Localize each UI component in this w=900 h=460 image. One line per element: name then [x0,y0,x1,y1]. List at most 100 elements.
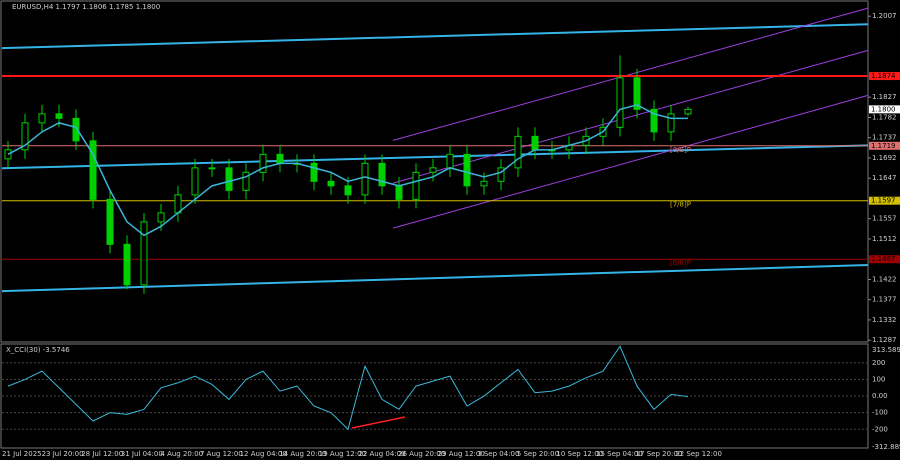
candle-body [259,153,267,173]
x-tick-label: 19 Aug 12:00 [319,450,366,458]
main-panel-frame [0,0,869,343]
candle-body [667,113,675,133]
level-label: [7/8]P [670,201,691,209]
candle-body [208,167,216,170]
candle-body [38,113,46,124]
candle-body [463,153,471,187]
cci-tick-label: -100 [872,409,888,417]
x-tick-label: 14 Aug 20:00 [279,450,326,458]
channel-line [392,94,869,229]
y-tick-label: 1.1647 [872,174,897,182]
candle-body [123,243,131,286]
cci-tick-label: -200 [872,425,888,433]
candle-body [446,153,454,169]
divergence-line [351,416,406,429]
level-label: [6/8]P [670,259,691,267]
candle-body [344,185,352,196]
candle-body [616,77,624,128]
cci-line [7,345,689,431]
x-tick-label: 4 Aug 20:00 [160,450,203,458]
y-tick-label: 1.1422 [872,275,897,283]
level-price-box [869,255,900,264]
candle-body [327,180,335,187]
x-tick-label: 12 Aug 04:00 [240,450,287,458]
y-tick-label: 1.1287 [872,336,897,344]
y-tick-label: 1.1332 [872,316,897,324]
cci-tick-label: 200 [872,359,885,367]
y-tick-label: 1.1512 [872,235,897,243]
level-price-box [869,72,900,81]
y-tick-label: 1.1737 [872,134,897,142]
x-tick-label: 5 Sep 20:00 [517,450,559,458]
x-tick-label: 31 Jul 04:00 [121,450,163,458]
candle-body [531,135,539,151]
channel-line [1,23,869,50]
candle-body [140,221,148,286]
candle-body [480,180,488,187]
channel-line [392,7,869,141]
x-tick-label: 17 Sep 20:00 [636,450,683,458]
y-tick-label: 1.1557 [872,215,897,223]
y-tick-label: 1.1782 [872,113,897,121]
cci-title: X_CCI(30) -3.5746 [6,346,70,354]
level-price: 1.1467 [871,255,896,263]
candle-body [650,108,658,133]
candle-body [412,171,420,200]
x-tick-label: 29 Aug 12:00 [438,450,485,458]
level-price: 1.1597 [871,197,896,205]
cci-tick-label: 100 [872,375,885,383]
candle-body [55,113,63,119]
chart-title: EURUSD,H4 1.1797 1.1806 1.1785 1.1800 [12,3,160,11]
x-tick-label: 22 Sep 12:00 [675,450,722,458]
x-tick-label: 3 Sep 04:00 [477,450,519,458]
moving-average [7,104,688,237]
y-tick-label: 1.1377 [872,296,897,304]
level-price: 1.1719 [871,142,896,150]
candle-body [72,117,80,142]
x-tick-label: 15 Sep 04:00 [596,450,643,458]
candle-body [21,122,29,151]
candle-body [106,198,114,245]
candle-body [276,153,284,164]
level-price: 1.1874 [871,72,896,80]
candle-body [684,108,692,115]
candle-body [89,140,97,200]
x-tick-label: 22 Aug 04:00 [358,450,405,458]
candle-body [497,167,505,182]
channel-line [1,144,869,170]
candle-body [157,212,165,223]
candle-body [361,162,369,196]
level-label: [8/8]P [670,146,691,154]
candle-body [429,167,437,173]
channel-line [1,264,869,293]
candle-body [242,171,250,191]
x-tick-label: 23 Jul 20:00 [42,450,84,458]
channel-line [392,49,869,184]
candle-body [514,135,522,169]
last-price-box [869,105,900,114]
x-tick-label: 10 Sep 12:00 [556,450,603,458]
last-price: 1.1800 [871,105,896,113]
cci-max-label: 313.5897 [872,346,900,354]
x-tick-label: 7 Aug 12:00 [200,450,243,458]
candle-body [378,162,386,187]
candle-body [174,194,182,214]
y-tick-label: 1.1827 [872,93,897,101]
y-tick-label: 1.2007 [872,12,897,20]
candle-body [191,167,199,196]
x-tick-label: 28 Jul 12:00 [81,450,123,458]
candle-body [633,77,641,110]
candle-body [395,185,403,200]
y-tick-label: 1.1692 [872,154,897,162]
level-price-box [869,196,900,205]
level-price-box [869,141,900,150]
cci-min-label: -312.8897 [872,443,900,451]
candle-body [225,167,233,191]
cci-tick-label: 0.00 [872,392,888,400]
x-tick-label: 26 Aug 20:00 [398,450,445,458]
x-tick-label: 21 Jul 2025 [2,450,42,458]
candle-body [310,162,318,182]
